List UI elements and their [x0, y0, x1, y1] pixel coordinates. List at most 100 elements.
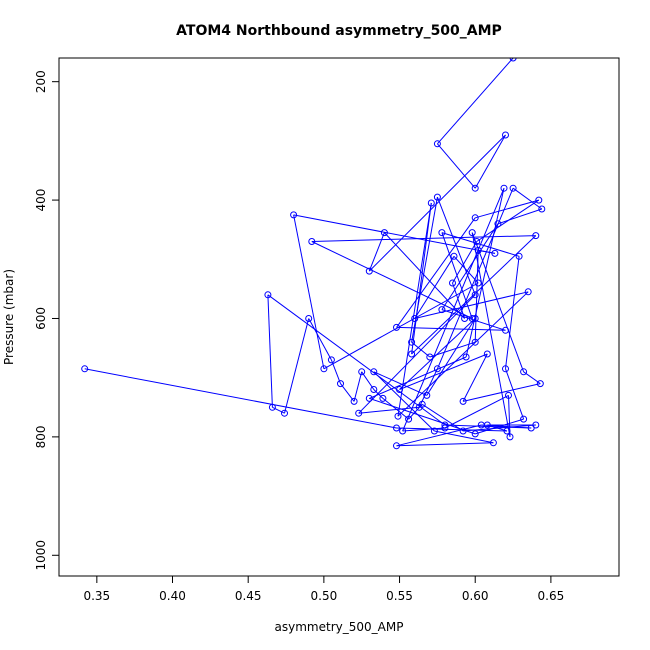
- y-tick-label: 1000: [34, 540, 48, 571]
- series-line-segment: [396, 427, 508, 432]
- plot-frame: [58, 57, 620, 577]
- series-line-segment: [411, 341, 431, 358]
- x-tick-label: 0.65: [538, 589, 565, 603]
- series-line-segment: [267, 294, 273, 408]
- series-line-segment: [505, 256, 520, 369]
- series-line-segment: [399, 318, 476, 390]
- data-point: [399, 427, 407, 435]
- data-point: [505, 391, 512, 399]
- data-point: [433, 193, 441, 201]
- x-tick-label: 0.50: [311, 589, 338, 603]
- data-point: [290, 211, 298, 219]
- data-point: [281, 409, 288, 417]
- data-point: [408, 338, 416, 346]
- series-line-segment: [396, 442, 494, 447]
- data-point: [327, 356, 335, 364]
- series-line-segment: [361, 371, 375, 390]
- series-line-segment: [340, 383, 355, 402]
- data-point: [433, 140, 441, 148]
- x-tick-label: 0.40: [159, 589, 186, 603]
- series-line-segment: [497, 208, 542, 225]
- data-point: [491, 249, 499, 257]
- series-line-segment: [462, 353, 488, 402]
- y-axis: 200 400 600 800 1000: [34, 70, 60, 571]
- series-line-segment: [368, 134, 506, 272]
- data-point: [468, 229, 476, 237]
- data-point: [427, 199, 435, 207]
- series-line-segment: [462, 383, 541, 402]
- series-line-segment: [373, 389, 384, 399]
- y-tick-label: 200: [34, 70, 48, 93]
- data-point: [441, 421, 449, 429]
- series-line-segment: [311, 241, 473, 319]
- data-point: [532, 232, 540, 240]
- data-point: [471, 214, 479, 222]
- series-line-segment: [475, 199, 539, 219]
- data-point: [473, 238, 481, 245]
- series-line-segment: [471, 232, 511, 437]
- data-point: [471, 315, 479, 322]
- series-line-segment: [373, 371, 428, 396]
- series-line-segment: [330, 359, 341, 384]
- data-point: [305, 315, 313, 322]
- series-line-segment: [414, 256, 455, 319]
- data-point: [515, 252, 523, 260]
- data-point: [471, 338, 479, 346]
- data-point: [509, 184, 517, 192]
- series-line-segment: [293, 214, 495, 254]
- series-line-segment: [444, 424, 532, 429]
- series-line-segment: [267, 294, 446, 426]
- x-tick-label: 0.60: [462, 589, 489, 603]
- series-line-segment: [411, 202, 432, 355]
- data-point: [433, 365, 441, 373]
- chart-title: ATOM4 Northbound asymmetry_500_AMP: [176, 23, 502, 39]
- data-point: [405, 415, 413, 423]
- data-point: [441, 424, 449, 432]
- series-line-segment: [84, 368, 397, 429]
- data-point: [524, 288, 532, 296]
- series-line-segment: [436, 188, 514, 369]
- data-point: [337, 380, 344, 388]
- data-point: [474, 279, 482, 287]
- data-point: [471, 291, 479, 299]
- y-axis-label: Pressure (mbar): [2, 269, 16, 365]
- data-point: [462, 353, 470, 361]
- data-point: [502, 365, 509, 373]
- data-point: [506, 433, 514, 441]
- data-point: [320, 365, 328, 373]
- x-tick-label: 0.45: [235, 589, 262, 603]
- data-point: [532, 421, 540, 429]
- series-line-segment: [465, 188, 505, 358]
- series-line-segment: [474, 250, 479, 343]
- data-point: [365, 267, 373, 275]
- data-point: [426, 353, 434, 361]
- series-line-segment: [293, 214, 325, 369]
- data-point: [520, 415, 528, 423]
- data-point: [459, 427, 467, 435]
- series-line-segment: [382, 398, 409, 420]
- data-point: [438, 229, 446, 237]
- data-point: [459, 397, 467, 405]
- series-line-segment: [474, 134, 506, 189]
- series-line-segment: [437, 58, 514, 145]
- series-line-segment: [384, 232, 465, 319]
- series-line-segment: [353, 371, 363, 402]
- data-point: [380, 229, 388, 237]
- series-line-segment: [512, 187, 543, 210]
- data-point: [308, 238, 316, 245]
- data-point: [489, 439, 497, 447]
- series-line-segment: [368, 232, 385, 272]
- series-line-segment: [396, 217, 476, 328]
- series-line-segment: [358, 406, 420, 414]
- data-point: [264, 291, 272, 299]
- series-line-segment: [471, 232, 525, 372]
- data-point: [502, 326, 509, 334]
- data-point: [411, 315, 419, 322]
- x-axis: 0.35 0.40 0.45 0.50 0.55 0.60 0.65: [83, 575, 565, 603]
- series-line-segment: [411, 197, 438, 343]
- data-point: [471, 430, 479, 438]
- data-point: [471, 184, 479, 192]
- series-line-segment: [308, 318, 332, 361]
- data-point: [418, 400, 426, 408]
